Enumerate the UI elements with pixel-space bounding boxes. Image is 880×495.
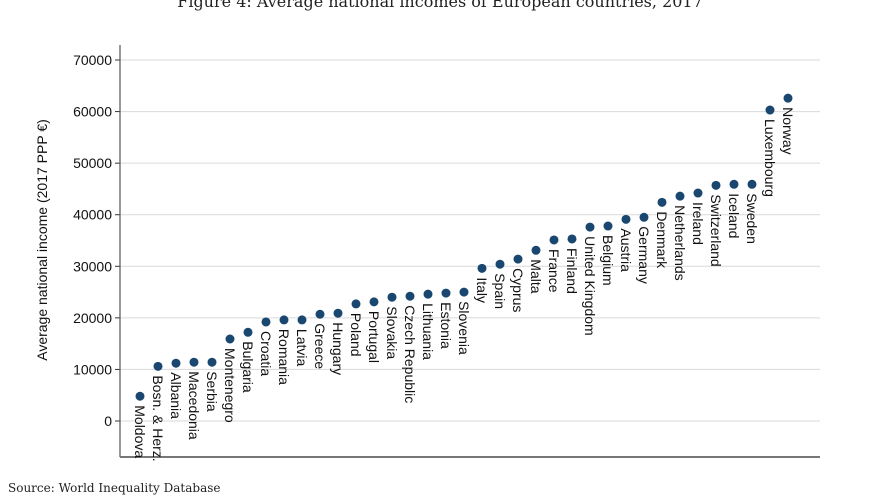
point-label: Romania <box>276 329 292 385</box>
data-point <box>711 180 721 190</box>
data-point <box>333 308 343 318</box>
data-point <box>225 334 235 344</box>
point-label: Hungary <box>330 322 346 375</box>
data-point <box>297 315 307 325</box>
data-point <box>675 191 685 201</box>
y-tick-label: 70000 <box>73 52 112 68</box>
data-point <box>423 289 433 299</box>
point-label: Bosn. & Herz. <box>150 375 166 461</box>
figure-title: Figure 4: Average national incomes of Eu… <box>177 0 703 11</box>
point-label: Iceland <box>726 193 742 238</box>
point-label: Belgium <box>600 235 616 286</box>
point-label: Denmark <box>654 211 670 269</box>
point-label: Montenegro <box>222 348 238 423</box>
source-note: Source: World Inequality Database <box>8 481 221 495</box>
data-point <box>603 221 613 231</box>
point-label: Lithuania <box>420 303 436 360</box>
data-point <box>171 358 181 368</box>
data-point <box>477 263 487 273</box>
data-point <box>765 105 775 115</box>
point-label: Norway <box>780 107 796 154</box>
point-label: Spain <box>492 273 508 309</box>
y-tick-label: 20000 <box>73 310 112 326</box>
point-label: Latvia <box>294 329 310 367</box>
point-label: Portugal <box>366 311 382 363</box>
y-tick-label: 40000 <box>73 207 112 223</box>
point-label: Bulgaria <box>240 341 256 393</box>
data-point <box>153 361 163 371</box>
y-tick-label: 60000 <box>73 104 112 120</box>
point-label: Estonia <box>438 302 454 349</box>
point-label: Macedonia <box>186 371 202 440</box>
data-point <box>693 188 703 198</box>
point-label: Greece <box>312 323 328 369</box>
y-tick-label: 30000 <box>73 258 112 274</box>
point-label: Italy <box>474 277 490 303</box>
y-axis-title: Average national income (2017 PPP €) <box>34 119 50 361</box>
data-point <box>207 357 217 367</box>
data-point <box>729 179 739 189</box>
point-label: United Kingdom <box>582 236 598 336</box>
data-point <box>441 288 451 298</box>
y-tick-label: 50000 <box>73 155 112 171</box>
data-point <box>135 391 145 401</box>
data-point <box>549 235 559 245</box>
data-point <box>531 245 541 255</box>
y-tick-label: 10000 <box>73 361 112 377</box>
point-label: Slovenia <box>456 301 472 355</box>
data-point <box>189 357 199 367</box>
data-point <box>747 179 757 189</box>
data-point <box>243 327 253 337</box>
data-point <box>567 234 577 244</box>
point-label: Ireland <box>690 202 706 245</box>
data-point <box>495 259 505 269</box>
point-label: Malta <box>528 259 544 293</box>
point-label: Poland <box>348 313 364 357</box>
data-point <box>369 297 379 307</box>
data-point <box>783 93 793 103</box>
point-label: Sweden <box>744 193 760 244</box>
point-label: Slovakia <box>384 306 400 359</box>
data-point <box>405 291 415 301</box>
data-point <box>621 214 631 224</box>
data-point <box>459 287 469 297</box>
point-label: Switzerland <box>708 194 724 266</box>
data-point <box>639 212 649 222</box>
point-label: Luxembourg <box>762 119 778 197</box>
data-point <box>351 299 361 309</box>
data-point <box>513 254 523 264</box>
point-label: Finland <box>564 248 580 294</box>
data-point <box>657 197 667 207</box>
point-label: Serbia <box>204 371 220 412</box>
data-point <box>261 317 271 327</box>
data-point <box>585 222 595 232</box>
point-label: Moldova <box>132 405 148 458</box>
point-label: France <box>546 249 562 293</box>
point-label: Albania <box>168 372 184 419</box>
point-label: Croatia <box>258 331 274 376</box>
data-point <box>315 309 325 319</box>
point-label: Austria <box>618 228 634 272</box>
point-label: Czech Republic <box>402 305 418 403</box>
data-point <box>387 292 397 302</box>
data-point <box>279 315 289 325</box>
point-label: Cyprus <box>510 268 526 312</box>
point-label: Netherlands <box>672 205 688 280</box>
point-label: Germany <box>636 226 652 284</box>
y-tick-label: 0 <box>104 413 112 429</box>
